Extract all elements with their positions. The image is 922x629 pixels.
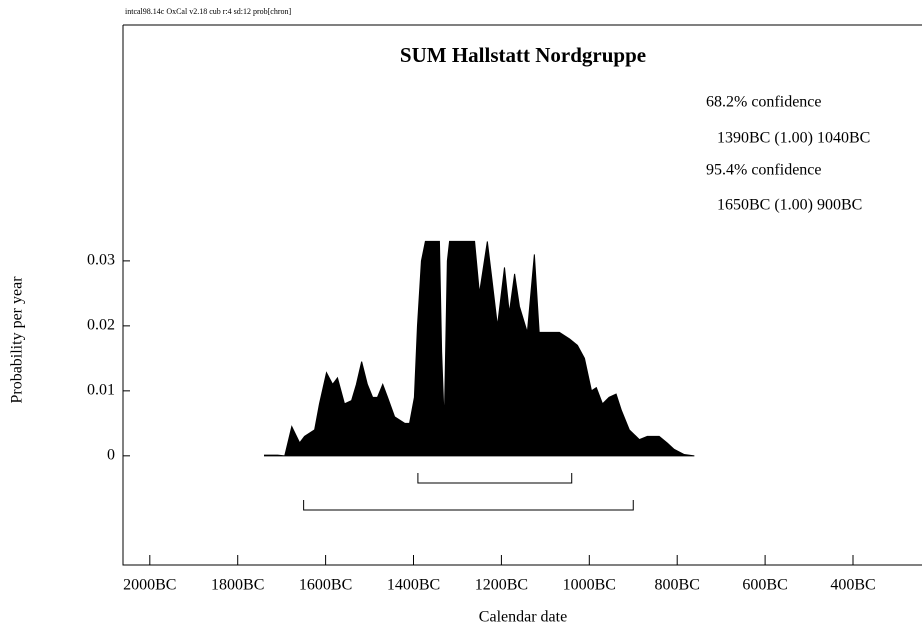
y-axis-label: Probability per year xyxy=(9,276,26,404)
x-tick-label: 400BC xyxy=(830,577,875,594)
y-tick-label: 0.02 xyxy=(87,317,115,334)
x-tick-label: 1600BC xyxy=(299,577,352,594)
x-tick-label: 2000BC xyxy=(123,577,176,594)
y-tick-label: 0.03 xyxy=(87,252,115,269)
x-axis-label: Calendar date xyxy=(479,609,567,626)
chart-title: SUM Hallstatt Nordgruppe xyxy=(400,43,646,67)
y-tick-label: 0.01 xyxy=(87,382,115,399)
header: intcal98.14c OxCal v2.18 cub r:4 sd:12 p… xyxy=(125,7,292,16)
x-tick-label: 1800BC xyxy=(211,577,264,594)
y-tick-label: 0 xyxy=(107,447,115,464)
x-tick-label: 1200BC xyxy=(475,577,528,594)
confidence-label: 95.4% confidence xyxy=(706,162,822,179)
range-bracket xyxy=(417,473,573,484)
range-bracket xyxy=(303,500,634,511)
x-tick-label: 1400BC xyxy=(387,577,440,594)
x-tick-label: 600BC xyxy=(742,577,787,594)
x-tick-label: 800BC xyxy=(655,577,700,594)
axis-frame xyxy=(122,24,922,566)
x-tick-label: 1000BC xyxy=(563,577,616,594)
probability-area xyxy=(264,240,695,457)
confidence-label: 68.2% confidence xyxy=(706,94,822,111)
confidence-range: 1650BC (1.00) 900BC xyxy=(717,197,862,214)
confidence-range: 1390BC (1.00) 1040BC xyxy=(717,130,870,147)
